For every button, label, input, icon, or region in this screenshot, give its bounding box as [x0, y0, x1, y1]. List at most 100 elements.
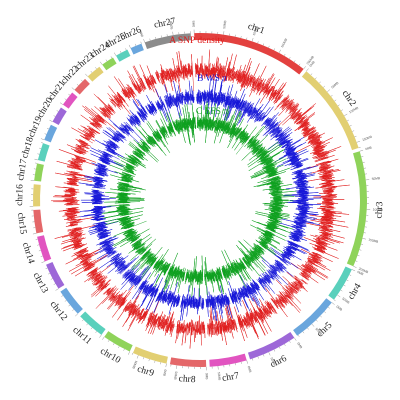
- tick-chr13: [55, 288, 59, 291]
- tick-chr11: [81, 319, 84, 322]
- track-label-efs: C EFS π: [196, 107, 228, 117]
- tick-chr6: [252, 358, 254, 361]
- track-trace-ws-chr16: [80, 189, 116, 205]
- chromosome-label-chr27: chr27: [153, 17, 176, 31]
- tick-chr22: [80, 79, 83, 82]
- chromosome-band-chr20: [52, 107, 67, 125]
- tick-chr2: [314, 77, 317, 80]
- track-labels: A SNP density B WS π C EFS π: [169, 36, 228, 117]
- tick-chr18: [39, 147, 42, 149]
- track-trace-efs-chr2: [241, 125, 290, 180]
- track-trace-efs-chr6: [221, 249, 252, 288]
- track-trace-efs-chr12: [128, 234, 156, 261]
- tick-chr6: [257, 356, 259, 359]
- tick-chr20: [56, 110, 59, 112]
- chromosome-band-chr7: [209, 353, 247, 367]
- tick-label-chr3: 150MB: [368, 238, 379, 244]
- track-trace-efs-chr27: [169, 103, 197, 146]
- tick-chr3: [359, 249, 362, 251]
- tick-chr6: [284, 344, 286, 346]
- tick-chr6: [289, 340, 291, 343]
- tick-chr5: [302, 331, 305, 334]
- track-trace-efs-chr11: [131, 246, 163, 279]
- tick-chr12: [72, 309, 74, 311]
- tick-chr23: [90, 70, 93, 73]
- tick-chr3: [355, 260, 358, 262]
- tick-label-chr4: 0MB: [357, 270, 365, 276]
- track-trace-ws-chr19: [89, 147, 124, 167]
- tick-chr19: [44, 133, 47, 135]
- tick-chr2: [349, 125, 352, 127]
- chromosome-band-chr23: [87, 66, 104, 82]
- track-trace-snp-chr4: [291, 248, 333, 284]
- tick-chr4: [333, 299, 336, 302]
- chromosome-label-chr14: chr14: [20, 241, 36, 265]
- tick-chr3: [357, 255, 360, 257]
- track-trace-ws-chr17: [78, 175, 108, 189]
- track-trace-snp-chr8: [175, 315, 206, 349]
- tick-chr5: [311, 323, 315, 327]
- chromosome-label-chr11: chr11: [70, 325, 93, 347]
- tick-chr1: [289, 57, 291, 59]
- chromosome-band-chr17: [34, 163, 44, 182]
- track-trace-snp-chr6: [234, 297, 278, 342]
- tick-chr2: [330, 95, 333, 97]
- tick-chr19: [46, 128, 49, 130]
- track-trace-efs-chr1: [197, 101, 257, 155]
- tick-chr6: [279, 346, 281, 349]
- tick-chr13: [50, 278, 53, 280]
- tick-label-chr7: 0MB: [247, 365, 253, 372]
- track-trace-ws-chr23: [126, 109, 142, 129]
- tick-chr9: [148, 359, 150, 362]
- track-trace-efs-chr22: [133, 139, 159, 163]
- tick-chr1: [257, 41, 259, 44]
- chromosome-label-chr10: chr10: [98, 346, 122, 366]
- track-trace-snp-chr24: [113, 76, 140, 106]
- chromosome-band-chr15: [33, 209, 44, 234]
- tick-chr1: [268, 45, 270, 48]
- track-trace-efs-chr14: [104, 214, 147, 230]
- chromosome-band-chr21: [62, 92, 78, 109]
- tick-label-chr1: 150MB: [280, 38, 288, 49]
- track-trace-ws-chr4: [267, 240, 310, 269]
- track-trace-efs-chr7: [203, 256, 224, 296]
- track-trace-efs-chr16: [104, 191, 145, 204]
- tick-chr4: [340, 289, 343, 292]
- tick-chr4: [351, 269, 356, 272]
- tick-chr2: [358, 147, 361, 149]
- chromosome-band-chr5: [293, 298, 332, 336]
- track-trace-snp-chr1: [195, 49, 287, 105]
- tick-label-chr5: 0MB: [335, 304, 343, 311]
- tick-chr10: [102, 336, 105, 340]
- tick-chr5: [320, 315, 322, 318]
- tick-chr5: [298, 335, 300, 337]
- tick-label-chr2: 150MB: [362, 135, 373, 142]
- tick-chr2: [354, 135, 357, 138]
- track-trace-efs-chr26: [159, 110, 176, 137]
- track-trace-ws-chr22: [108, 118, 143, 144]
- track-trace-ws-chr10: [131, 272, 163, 311]
- track-trace-ws-chr6: [228, 275, 265, 313]
- tick-chr1: [303, 66, 306, 70]
- track-trace-ws-chr20: [94, 139, 126, 159]
- tick-chr4: [346, 279, 349, 282]
- chromosome-label-chr16: chr16: [15, 184, 26, 206]
- track-trace-ws-chr2: [261, 112, 309, 171]
- tick-chr12: [75, 313, 78, 317]
- track-trace-ws-chr15: [79, 205, 117, 222]
- tick-chr25: [120, 50, 122, 53]
- tick-chr1: [262, 43, 265, 46]
- tick-label-chr1: 200MB: [306, 55, 315, 65]
- chromosome-band-chr26: [130, 43, 144, 55]
- track-trace-efs-chr19: [109, 160, 137, 176]
- tick-chr10: [118, 346, 120, 349]
- chromosome-band-chr4: [328, 266, 352, 300]
- tick-chr3: [361, 243, 364, 245]
- tick-chr10: [112, 343, 115, 346]
- tick-label-chr3: 50MB: [371, 176, 380, 181]
- tick-chr18: [41, 142, 44, 144]
- chromosome-band-chr10: [104, 331, 133, 352]
- chromosome-band-chr12: [60, 287, 83, 314]
- tick-label-chr1: 50MB: [222, 20, 227, 29]
- tick-chr2: [319, 81, 321, 84]
